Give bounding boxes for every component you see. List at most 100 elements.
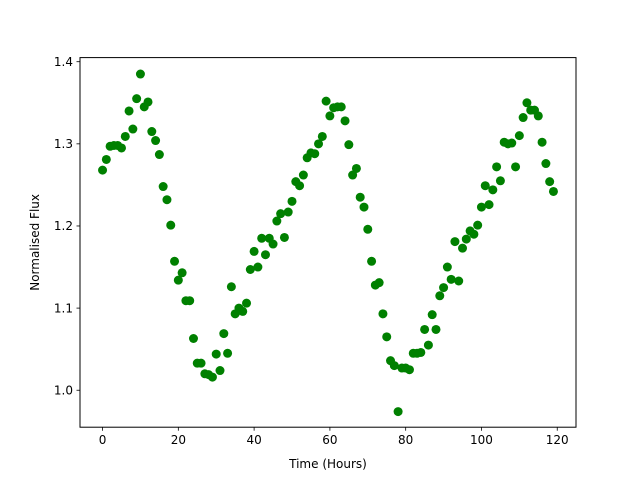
data-point	[458, 243, 468, 253]
data-point	[283, 207, 293, 217]
data-point	[446, 274, 456, 284]
data-point	[223, 348, 233, 358]
data-point	[101, 154, 111, 164]
data-point	[295, 181, 305, 191]
x-tick-label: 120	[546, 433, 569, 447]
data-point	[116, 143, 126, 153]
y-tick-label: 1.1	[54, 301, 73, 315]
x-axis-label: Time (Hours)	[288, 457, 367, 471]
data-point	[128, 124, 138, 134]
data-point	[196, 358, 206, 368]
data-point	[120, 131, 130, 141]
data-point	[389, 361, 399, 371]
data-point	[461, 234, 471, 244]
data-point	[173, 275, 183, 285]
data-point	[518, 113, 528, 123]
data-point	[211, 349, 221, 359]
data-point	[351, 163, 361, 173]
data-point	[522, 98, 532, 108]
x-tick-label: 40	[246, 433, 261, 447]
data-point	[488, 185, 498, 195]
data-point	[151, 136, 161, 146]
data-point	[276, 209, 286, 219]
data-point	[226, 282, 236, 292]
data-point	[511, 162, 521, 172]
data-point	[393, 407, 403, 417]
data-point	[495, 176, 505, 186]
data-point	[207, 372, 217, 382]
data-point	[431, 324, 441, 334]
data-point	[344, 140, 354, 150]
data-point	[439, 283, 449, 293]
data-point	[484, 200, 494, 210]
data-point	[533, 111, 543, 121]
y-tick-label: 1.4	[54, 55, 73, 69]
data-point	[454, 276, 464, 286]
data-point	[363, 224, 373, 234]
data-point	[257, 233, 267, 243]
data-point	[537, 137, 547, 147]
y-tick-label: 1.2	[54, 219, 73, 233]
x-tick-label: 80	[398, 433, 413, 447]
data-point	[359, 202, 369, 212]
data-point	[170, 256, 180, 266]
data-point	[321, 96, 331, 106]
data-point	[541, 159, 551, 169]
data-point	[279, 232, 289, 242]
x-tick-label: 100	[470, 433, 493, 447]
data-point	[336, 102, 346, 112]
y-axis-ticks: 1.0 1.1 1.2 1.3 1.4	[54, 55, 80, 397]
data-point	[314, 139, 324, 149]
data-point	[162, 195, 172, 205]
data-point	[548, 186, 558, 196]
x-tick-label: 0	[99, 433, 107, 447]
y-axis-label: Normalised Flux	[28, 194, 42, 291]
data-point	[348, 170, 358, 180]
data-point	[185, 296, 195, 306]
y-tick-label: 1.3	[54, 137, 73, 151]
data-points	[98, 69, 558, 417]
data-point	[154, 150, 164, 160]
data-point	[245, 265, 255, 274]
data-point	[469, 229, 479, 239]
data-point	[215, 366, 225, 376]
data-point	[340, 116, 350, 126]
data-point	[242, 298, 252, 308]
data-point	[143, 97, 153, 107]
y-tick-label: 1.0	[54, 383, 73, 397]
data-point	[367, 256, 377, 266]
data-point	[158, 182, 168, 192]
data-point	[442, 262, 452, 272]
plot-frame	[79, 57, 577, 428]
data-point	[378, 309, 388, 319]
data-point	[132, 94, 142, 104]
data-point	[147, 127, 157, 137]
data-point	[416, 347, 426, 357]
data-point	[382, 332, 392, 342]
x-tick-label: 60	[322, 433, 337, 447]
data-point	[480, 181, 490, 191]
data-point	[238, 306, 248, 316]
data-point	[325, 111, 335, 121]
data-point	[260, 250, 270, 260]
data-point	[507, 138, 517, 148]
data-point	[272, 216, 282, 226]
data-point	[374, 278, 384, 288]
data-point	[423, 340, 433, 350]
data-point	[124, 106, 134, 116]
data-point	[188, 334, 198, 343]
data-point	[427, 310, 437, 320]
data-point	[249, 246, 259, 256]
x-axis-ticks: 0 20 40 60 80 100 120	[99, 427, 569, 447]
data-point	[450, 237, 460, 247]
data-point	[317, 131, 327, 141]
data-point	[473, 220, 483, 230]
data-point	[404, 365, 414, 375]
data-point	[545, 177, 555, 187]
x-tick-label: 20	[171, 433, 186, 447]
data-point	[166, 220, 176, 230]
data-point	[135, 69, 145, 79]
data-point	[268, 239, 278, 249]
